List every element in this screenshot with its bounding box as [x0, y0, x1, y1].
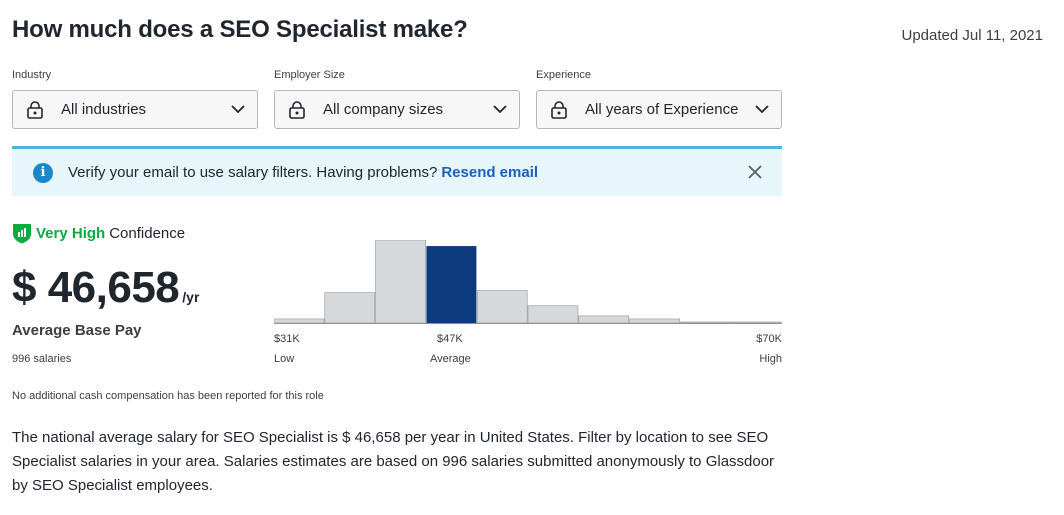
tick-low-caption: Low	[274, 353, 295, 365]
industry-dropdown[interactable]: All industries	[12, 90, 258, 129]
tick-low-value: $31K	[274, 333, 300, 345]
banner-message-text: Verify your email to use salary filters.…	[68, 164, 438, 181]
industry-dropdown-value: All industries	[61, 101, 147, 118]
confidence-level: Very High	[36, 224, 106, 242]
lock-icon	[287, 100, 307, 120]
employer-size-dropdown-value: All company sizes	[323, 101, 444, 118]
lock-icon	[549, 100, 569, 120]
chevron-down-icon	[493, 103, 507, 117]
chevron-down-icon	[231, 103, 245, 117]
shield-icon	[12, 222, 32, 244]
filter-experience: Experience All years of Experience	[536, 69, 782, 129]
filter-employer-size-label: Employer Size	[274, 69, 345, 81]
average-base-pay-label: Average Base Pay	[12, 322, 142, 339]
confidence-indicator: Very High Confidence	[12, 222, 185, 244]
tick-average-caption: Average	[430, 353, 471, 365]
salary-description: The national average salary for SEO Spec…	[12, 429, 775, 494]
histogram-bar-average	[426, 246, 477, 323]
salary-amount: $ 46,658	[12, 263, 180, 312]
no-cash-note: No additional cash compensation has been…	[12, 390, 324, 402]
histogram-bar	[476, 290, 528, 324]
close-icon[interactable]	[747, 164, 763, 180]
histogram-bar	[680, 321, 731, 324]
confidence-label: Confidence	[109, 224, 186, 242]
histogram-bar	[730, 321, 782, 324]
salary-histogram	[274, 240, 782, 324]
histogram-axis	[274, 323, 782, 324]
banner-message: Verify your email to use salary filters.…	[68, 164, 538, 181]
info-icon: i	[33, 162, 53, 183]
filter-employer-size: Employer Size All company sizes	[274, 69, 520, 129]
resend-email-link[interactable]: Resend email	[441, 164, 539, 181]
tick-high-value: $70K	[756, 333, 782, 345]
experience-dropdown[interactable]: All years of Experience	[536, 90, 782, 129]
experience-dropdown-value: All years of Experience	[585, 101, 739, 118]
lock-icon	[25, 100, 45, 120]
filter-industry: Industry All industries	[12, 69, 258, 129]
histogram-bar	[527, 305, 579, 324]
updated-date: Updated Jul 11, 2021	[901, 27, 1044, 44]
histogram-bar	[274, 318, 325, 324]
page-title: How much does a SEO Specialist make?	[12, 16, 468, 43]
tick-average-value: $47K	[437, 333, 463, 345]
histogram-bar	[375, 240, 426, 324]
tick-high-caption: High	[759, 353, 782, 365]
histogram-bar	[324, 292, 376, 324]
chevron-down-icon	[755, 103, 769, 117]
salary-figure: $ 46,658 /yr	[12, 262, 199, 314]
histogram-bar	[629, 318, 680, 324]
filter-industry-label: Industry	[12, 69, 52, 81]
verify-email-banner: i Verify your email to use salary filter…	[12, 146, 782, 196]
salary-unit: /yr	[182, 289, 200, 305]
employer-size-dropdown[interactable]: All company sizes	[274, 90, 520, 129]
filter-experience-label: Experience	[536, 69, 592, 81]
salary-count: 996 salaries	[12, 353, 72, 365]
histogram-bar	[578, 315, 630, 324]
